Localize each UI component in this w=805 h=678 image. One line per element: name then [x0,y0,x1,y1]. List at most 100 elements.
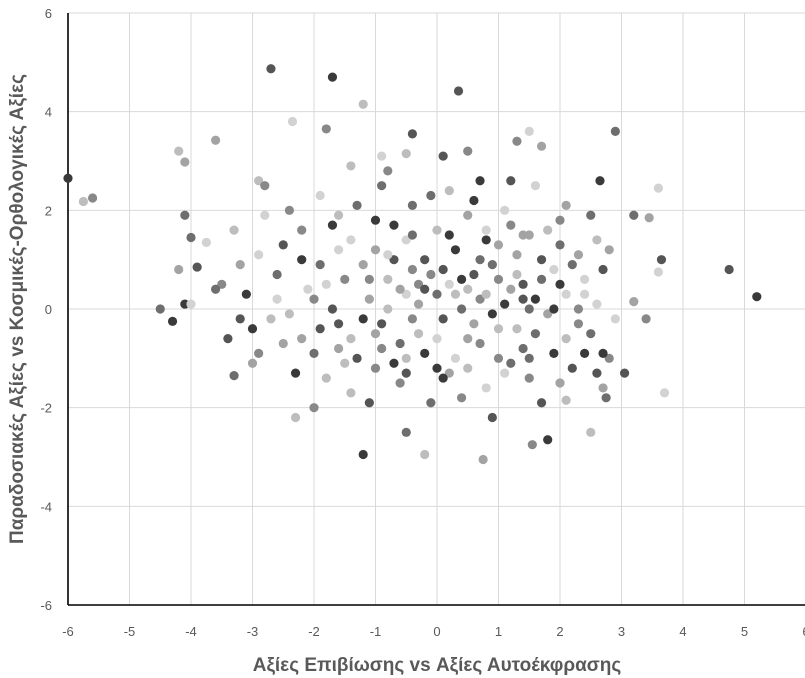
x-tick-label: -6 [62,624,74,639]
data-point [155,304,165,314]
data-point [506,176,516,186]
data-point [438,264,448,275]
x-tick-label: 1 [495,624,502,639]
data-point [407,200,417,210]
data-point [413,299,424,309]
data-point [536,255,547,265]
data-point [752,292,762,302]
data-point [444,368,454,378]
data-point [358,99,368,109]
y-tick-label: -6 [40,598,52,613]
data-point [493,353,504,363]
data-point [463,210,473,220]
data-point [383,250,393,260]
data-point [487,309,497,319]
data-point [174,264,184,275]
data-point [315,260,325,270]
data-point [192,262,202,272]
data-point [653,267,664,277]
data-point [315,324,325,334]
data-point [401,427,411,437]
data-point [469,195,479,206]
data-point [659,388,670,398]
x-tick-label: -3 [247,624,259,639]
data-point [432,363,442,373]
data-point [512,136,522,146]
data-point [211,135,221,145]
data-point [487,412,497,423]
data-point [500,205,510,215]
data-point [444,186,454,196]
data-point [500,299,510,309]
data-point [241,289,251,299]
data-point [211,284,221,294]
data-point [395,378,405,388]
y-tick-label: 0 [45,302,52,317]
data-point [457,274,467,284]
data-point [413,329,424,339]
data-point [340,274,350,284]
data-point [475,294,485,304]
data-point [346,161,356,171]
data-point [724,264,734,275]
data-point [561,289,571,299]
y-tick-label: -2 [40,401,52,416]
x-tick-label: 6 [802,624,805,639]
data-point [370,329,381,339]
data-point [247,358,258,368]
data-point [297,334,307,344]
data-point [530,181,541,191]
data-point [567,363,577,373]
data-point [518,279,528,289]
data-point [481,235,491,245]
data-point [78,196,88,207]
data-point [346,388,356,398]
data-point [334,319,344,329]
data-point [644,213,654,223]
data-point [463,146,473,156]
data-point [383,274,393,284]
data-point [610,314,620,324]
data-point [561,395,571,405]
data-point [518,230,528,240]
data-point [401,289,411,299]
data-point [407,264,417,275]
data-point [580,274,590,284]
x-tick-label: -4 [185,624,197,639]
data-point [543,225,553,235]
data-point [438,314,448,324]
data-point [604,353,614,363]
data-point [527,440,537,450]
data-point [377,181,387,191]
data-point [401,368,411,378]
data-point [518,294,528,304]
data-point [389,255,399,265]
data-point [555,279,565,289]
data-point [543,309,553,319]
x-tick-label: 4 [679,624,686,639]
x-tick-labels: -6 -5 -4 -3 -2 -1 0 1 2 3 4 5 6 [62,624,805,639]
data-point [592,368,602,378]
data-point [457,393,467,403]
data-point [549,264,559,275]
x-tick-label: 5 [741,624,748,639]
data-point [297,255,307,265]
data-point [493,324,504,334]
data-point [334,210,344,220]
data-point [500,368,510,378]
data-point [186,232,196,243]
data-point [512,250,522,260]
data-point [401,235,411,245]
x-tick-label: 0 [433,624,440,639]
data-point [524,304,534,314]
data-point [619,368,630,378]
data-point [284,309,294,319]
data-point [401,353,411,363]
data-point [586,427,596,437]
data-point [432,289,442,299]
data-point [389,358,399,368]
data-point [573,250,584,260]
data-point [561,334,571,344]
y-tick-label: 4 [45,105,52,120]
data-point [334,343,344,354]
